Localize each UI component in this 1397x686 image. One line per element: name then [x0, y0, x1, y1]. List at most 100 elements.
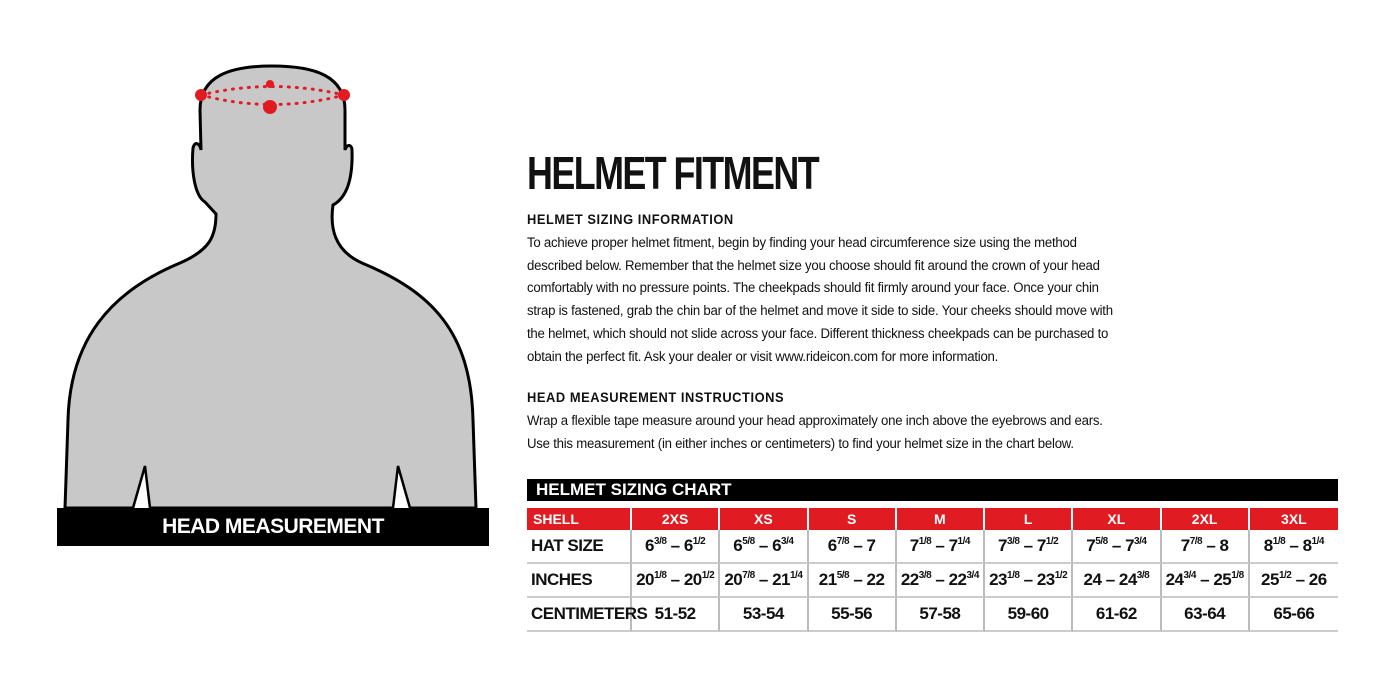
table-cell: 61-62 — [1073, 598, 1162, 632]
fraction-to: 1/8 — [1231, 570, 1244, 581]
table-cell: 215/8 – 22 — [808, 564, 897, 598]
fraction-to: 1/4 — [1311, 536, 1325, 547]
value-from: 23 — [989, 570, 1008, 589]
dash: – — [931, 570, 949, 589]
value-from: 22 — [900, 570, 919, 589]
text-line: the helmet, which should not slide acros… — [527, 325, 1109, 342]
sizing-chart-table: SHELL 2XS XS S M L XL 2XL 3XL HAT SIZE 63/8 – 61/… — [527, 508, 1338, 632]
table-cell: 65/8 – 63/4 — [720, 530, 809, 564]
value: 53-54 — [742, 604, 784, 623]
value-from: 7 — [1086, 536, 1096, 555]
value-from: 6 — [645, 536, 655, 555]
text-line: To achieve proper helmet fitment, begin … — [527, 235, 1077, 251]
fraction-to: 1/4 — [790, 570, 803, 581]
sizing-info-heading: HELMET SIZING INFORMATION — [527, 211, 734, 227]
fraction-to: 1/4 — [957, 536, 971, 547]
value-from: 21 — [818, 570, 837, 589]
value-from: 20 — [636, 570, 655, 589]
fraction-from: 1/8 — [654, 570, 667, 581]
header-size-2XS: 2XS — [632, 508, 721, 530]
dash: – — [1285, 536, 1303, 555]
dash: – — [931, 536, 949, 555]
text-line: obtain the perfect fit. Ask your dealer … — [527, 348, 999, 365]
fraction-to: 1/2 — [1045, 536, 1059, 547]
value-from: 20 — [724, 570, 743, 589]
table-row: INCHES 201/8 – 201/2 207/8 – 211/4 215/8 – … — [527, 564, 1338, 598]
fraction-from: 5/8 — [1095, 536, 1108, 547]
value-to: 20 — [683, 570, 702, 589]
fraction-from: 3/4 — [1183, 570, 1197, 581]
value-to: 8 — [1219, 536, 1229, 555]
fraction-from: 3/8 — [1007, 536, 1020, 547]
value: 61-62 — [1095, 604, 1137, 623]
value: 55-56 — [831, 604, 873, 623]
table-cell: 71/8 – 71/4 — [896, 530, 985, 564]
table-cell: 67/8 – 7 — [808, 530, 897, 564]
row-label: CENTIMETERS — [527, 598, 648, 632]
value-from: 7 — [1180, 536, 1190, 555]
fraction-from: 7/8 — [1189, 536, 1203, 547]
fraction-from: 1/8 — [918, 536, 932, 547]
table-cell: 63/8 – 61/2 — [632, 530, 721, 564]
measurement-dots — [195, 80, 350, 114]
header-row: SHELL 2XS XS S M L XL 2XL 3XL — [527, 508, 1338, 530]
value-to: 25 — [1213, 570, 1232, 589]
fraction-from: 5/8 — [742, 536, 755, 547]
table-cell: 75/8 – 73/4 — [1073, 530, 1162, 564]
table-cell: 57-58 — [896, 598, 985, 632]
table-cell: 223/8 – 223/4 — [896, 564, 985, 598]
text-line: comfortably with no pressure points. The… — [527, 280, 1099, 297]
dash: – — [1202, 536, 1220, 555]
row-label: INCHES — [527, 564, 632, 598]
left-arm-line — [131, 465, 152, 509]
fraction-to: 1/2 — [1054, 570, 1068, 581]
fraction-to: 1/2 — [692, 536, 706, 547]
dash: – — [666, 570, 684, 589]
dash: – — [666, 536, 684, 555]
table-row: HAT SIZE 63/8 – 61/2 65/8 – 63/4 67/8 – 7 71… — [527, 530, 1338, 564]
table-cell: 53-54 — [720, 598, 809, 632]
table-cell: 65-66 — [1249, 598, 1338, 632]
dash: – — [754, 536, 773, 555]
dash: – — [1019, 570, 1037, 589]
header-size-S: S — [808, 508, 897, 530]
right-arm-line — [391, 465, 412, 509]
dash: – — [1291, 570, 1309, 589]
fraction-from: 1/2 — [1278, 570, 1292, 581]
table-cell: 51-52 — [632, 598, 721, 632]
value-from: 8 — [1263, 536, 1273, 555]
value-from: 25 — [1261, 570, 1279, 589]
value-to: 24 — [1118, 570, 1137, 589]
measurement-text: Wrap a flexible tape measure around your… — [527, 410, 1146, 455]
table-cell: 55-56 — [808, 598, 897, 632]
sizing-chart-title: HELMET SIZING CHART — [527, 479, 1338, 501]
value-from: 6 — [827, 536, 837, 555]
text-line: described below. Remember that the helme… — [527, 257, 1100, 274]
value-to: 6 — [772, 536, 782, 555]
value: 63-64 — [1184, 604, 1226, 623]
fraction-to: 3/8 — [1136, 570, 1150, 581]
table-cell: 77/8 – 8 — [1161, 530, 1250, 564]
header-size-2XL: 2XL — [1161, 508, 1250, 530]
head-measurement-label: HEAD MEASUREMENT — [57, 508, 489, 546]
value-to: 7 — [1125, 536, 1135, 555]
dash: – — [849, 570, 867, 589]
header-size-XL: XL — [1073, 508, 1162, 530]
value-from: 6 — [733, 536, 743, 555]
table-cell: 201/8 – 201/2 — [632, 564, 721, 598]
silhouette — [63, 64, 478, 510]
fraction-from: 3/8 — [654, 536, 667, 547]
page-title: HELMET FITMENT — [527, 147, 820, 199]
dash: – — [754, 570, 773, 589]
header-shell: SHELL — [527, 508, 632, 530]
fraction-from: 5/8 — [836, 570, 850, 581]
fraction-to: 3/4 — [781, 536, 794, 547]
value-from: 7 — [998, 536, 1008, 555]
value-to: 21 — [772, 570, 790, 589]
value-to: 23 — [1036, 570, 1055, 589]
table-cell: 251/2 – 26 — [1249, 564, 1338, 598]
value-to: 7 — [948, 536, 958, 555]
header-size-L: L — [985, 508, 1074, 530]
row-label: HAT SIZE — [527, 530, 632, 564]
fraction-from: 7/8 — [742, 570, 755, 581]
